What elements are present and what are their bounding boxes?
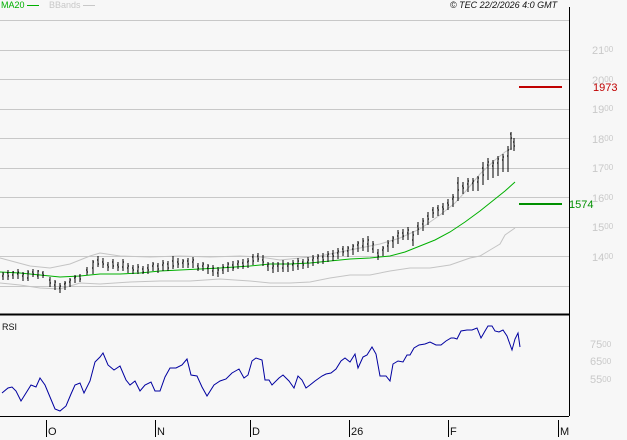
rsi-label-75: 7500 bbox=[590, 339, 612, 351]
chart-legend: MA20 BBands bbox=[1, 0, 95, 12]
price-label-2000: 2000 bbox=[592, 75, 614, 87]
rsi-label-55: 5500 bbox=[590, 374, 612, 386]
support-level-label: 1574 bbox=[569, 199, 594, 211]
bbands-swatch-icon bbox=[82, 5, 95, 7]
legend-bbands: BBands bbox=[49, 0, 95, 10]
ohlc-bars bbox=[2, 132, 515, 293]
x-label-oct: O bbox=[48, 426, 57, 438]
x-label-feb: F bbox=[450, 426, 457, 438]
rsi-label-65: 6500 bbox=[590, 356, 612, 368]
price-label-1800: 1800 bbox=[592, 134, 614, 146]
price-gridlines bbox=[0, 20, 569, 287]
price-label-1700: 1700 bbox=[592, 163, 614, 175]
price-label-1900: 1900 bbox=[592, 104, 614, 116]
price-label-2100: 2100 bbox=[592, 45, 614, 57]
ma20-line bbox=[0, 181, 516, 278]
x-label-mar: M bbox=[560, 426, 570, 438]
price-label-1400: 1400 bbox=[592, 252, 614, 264]
price-label-1500: 1500 bbox=[592, 222, 614, 234]
rsi-panel-title: RSI bbox=[2, 322, 18, 332]
x-label-dec: D bbox=[252, 426, 260, 438]
copyright-timestamp: © TEC 22/2/2026 4:0 GMT bbox=[450, 0, 558, 10]
x-label-2026: 26 bbox=[351, 426, 364, 438]
x-label-nov: N bbox=[157, 426, 165, 438]
bbands-lines bbox=[0, 147, 516, 290]
resistance-level-label: 1973 bbox=[593, 82, 618, 94]
price-label-1600: 1600 bbox=[592, 193, 614, 205]
legend-ma20: MA20 bbox=[1, 0, 39, 10]
ma20-swatch-icon bbox=[26, 5, 39, 7]
x-axis-ticks bbox=[46, 420, 559, 437]
rsi-line bbox=[1, 325, 521, 412]
